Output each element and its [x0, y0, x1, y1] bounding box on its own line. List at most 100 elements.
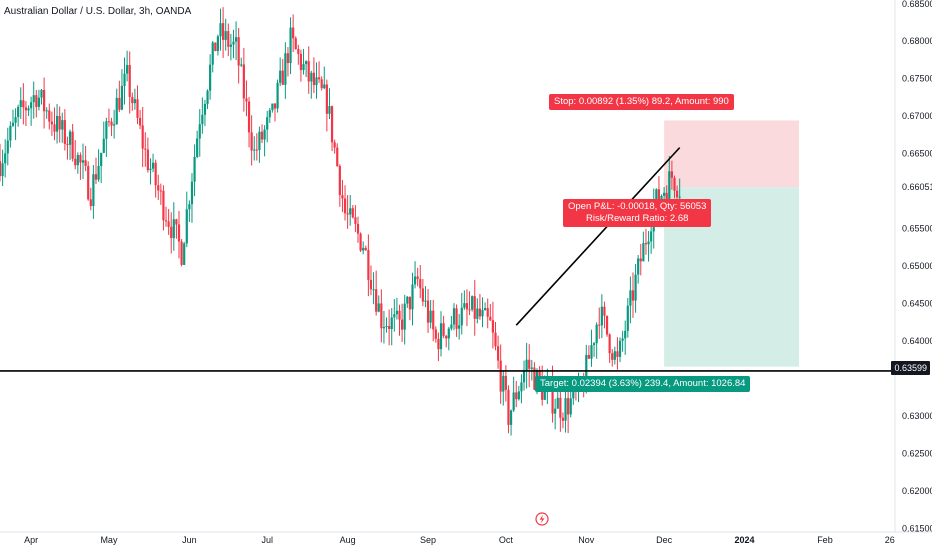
candle [675, 190, 679, 198]
candle [255, 149, 258, 151]
candle [336, 147, 339, 166]
candle [317, 77, 321, 80]
candle [89, 199, 92, 207]
candle [102, 138, 105, 153]
candle [419, 279, 422, 289]
time-tick-label: Apr [24, 535, 38, 545]
candle [463, 303, 466, 308]
candle [45, 110, 48, 112]
open-pl-label[interactable]: Open P&L: -0.00018, Qty: 56053 Risk/Rewa… [563, 199, 712, 227]
candle [458, 325, 461, 329]
candle [159, 190, 162, 192]
candle [177, 224, 181, 242]
candle [22, 100, 25, 108]
time-axis[interactable]: Apr May Jun Jul Aug Sep Oct Nov Dec 2024 Feb 26 [24, 535, 895, 545]
candle [48, 110, 51, 122]
candle [406, 296, 409, 304]
candle [592, 343, 596, 346]
candle [377, 303, 380, 312]
candle [504, 375, 507, 390]
candle [175, 219, 178, 225]
candle [149, 168, 152, 171]
candle [284, 53, 287, 85]
candle [525, 359, 528, 371]
candle [650, 231, 653, 242]
candle [118, 97, 121, 110]
chart-title: Australian Dollar / U.S. Dollar, 3h, OAN… [4, 6, 192, 17]
price-tick-label: 0.62000 [902, 486, 932, 496]
candle [232, 41, 235, 45]
price-tick-label: 0.66500 [902, 149, 932, 159]
candle [151, 162, 155, 169]
trend-line[interactable] [515, 147, 681, 326]
price-tick-label: 0.61500 [902, 523, 932, 533]
candle [445, 335, 448, 339]
candle [678, 196, 681, 198]
candle [94, 174, 98, 180]
candle [509, 410, 513, 425]
price-tick-label: 0.68500 [902, 0, 932, 9]
candle [442, 323, 445, 336]
time-tick-label: Sep [420, 535, 436, 545]
time-tick-label: Feb [817, 535, 833, 545]
candle [9, 125, 12, 141]
candle [644, 243, 648, 245]
candle [520, 382, 523, 392]
price-axis[interactable]: 0.68500 0.68000 0.67500 0.67000 0.66500 0.660… [902, 0, 932, 533]
candle [561, 417, 565, 421]
candle [502, 375, 505, 392]
stop-zone[interactable] [664, 120, 800, 188]
time-tick-label: Oct [499, 535, 514, 545]
candle [660, 195, 663, 202]
candle [585, 354, 588, 392]
candle [564, 398, 567, 421]
candle [97, 165, 100, 180]
target-label[interactable]: Target: 0.02394 (3.63%) 239.4, Amount: 1… [535, 376, 751, 392]
candle [670, 171, 673, 178]
candle [222, 23, 225, 40]
candle [50, 121, 53, 125]
candle [372, 289, 375, 291]
candle [115, 97, 118, 125]
candle [556, 397, 559, 409]
candle [58, 115, 61, 130]
candle [388, 326, 391, 330]
candle [587, 354, 590, 359]
candle [144, 148, 147, 150]
candle [364, 247, 367, 251]
candle [258, 131, 261, 150]
candle [481, 310, 484, 317]
candle [100, 152, 103, 166]
candle [214, 42, 217, 52]
candle [157, 185, 160, 191]
candle [43, 89, 46, 112]
candle [299, 53, 303, 71]
candle [551, 384, 554, 414]
time-tick-label: Dec [656, 535, 673, 545]
lightning-icon[interactable] [535, 512, 549, 526]
candle [572, 388, 575, 399]
candle [478, 308, 482, 317]
candle [426, 300, 430, 323]
price-tick-label: 0.62500 [902, 448, 932, 458]
candle [647, 241, 650, 245]
candle [30, 102, 33, 109]
candle [471, 296, 474, 310]
candle [616, 351, 619, 357]
candle [559, 397, 562, 418]
candle [351, 208, 354, 218]
candle [452, 308, 456, 325]
candle [245, 98, 248, 102]
candle [538, 370, 541, 380]
candle [328, 106, 331, 114]
candle [325, 84, 328, 114]
candle [286, 53, 290, 64]
candle [154, 162, 157, 186]
candle [0, 161, 2, 177]
candle [408, 296, 411, 310]
candle [476, 308, 479, 319]
candle [120, 85, 124, 110]
stop-label[interactable]: Stop: 0.00892 (1.35%) 89.2, Amount: 990 [549, 94, 734, 110]
